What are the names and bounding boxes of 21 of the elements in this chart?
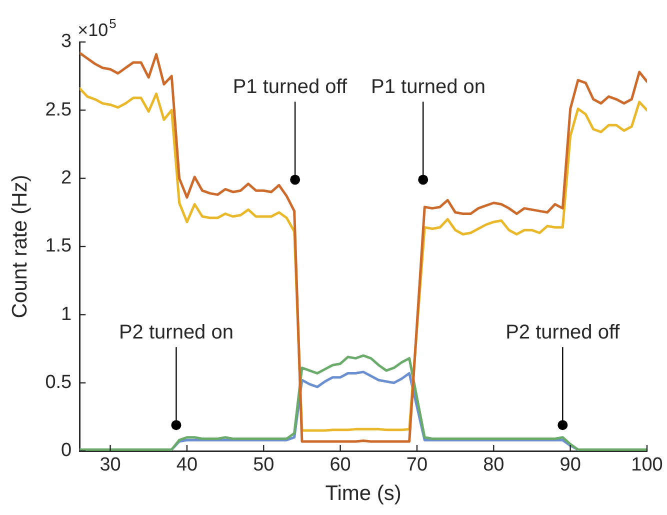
x-axis-title: Time (s) xyxy=(325,482,402,506)
x-tick-label: 80 xyxy=(483,454,504,476)
annotation: P2 turned off xyxy=(506,322,620,344)
y-tick-label: 0.5 xyxy=(45,372,72,394)
y-tick-label: 3 xyxy=(61,31,72,52)
y-tick-label: 2.5 xyxy=(45,99,72,120)
y-tick-label: 1 xyxy=(61,304,72,325)
y-tick-label: 2 xyxy=(61,168,72,189)
annotation: P1 turned on xyxy=(370,76,486,98)
annotation: P1 turned off xyxy=(232,76,348,98)
x-tick-label: 70 xyxy=(406,454,428,476)
y-tick-label: 0 xyxy=(61,440,72,462)
y-tick-label: 1.5 xyxy=(45,236,72,257)
x-tick-label: 90 xyxy=(560,454,581,476)
x-tick-label: 50 xyxy=(253,454,274,476)
x-tick-label: 30 xyxy=(100,454,121,476)
y-axis-title: Count rate (Hz) xyxy=(8,174,32,318)
x-tick-label: 40 xyxy=(176,454,198,476)
x-tick-label: 60 xyxy=(330,454,351,476)
x-tick-label: 100 xyxy=(631,454,663,476)
annotation: P2 turned on xyxy=(118,322,234,344)
